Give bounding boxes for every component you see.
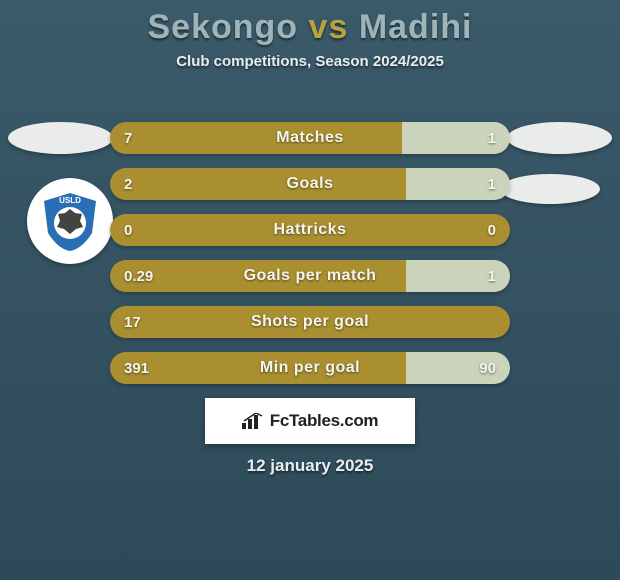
title-vs: vs: [309, 8, 349, 46]
svg-text:USLD: USLD: [59, 196, 81, 205]
subtitle: Club competitions, Season 2024/2025: [0, 53, 620, 70]
stat-row: 00Hattricks: [110, 214, 510, 246]
promo-text: FcTables.com: [270, 411, 379, 431]
stat-bar-left: [110, 122, 402, 154]
title-player-left: Sekongo: [148, 8, 299, 46]
stat-bar-left: [110, 352, 406, 384]
date-label: 12 january 2025: [0, 456, 620, 476]
stat-row: 71Matches: [110, 122, 510, 154]
stat-rows: 71Matches 21Goals 00Hattricks 0.291Goals pe…: [110, 122, 510, 398]
stat-bar-right: [406, 352, 510, 384]
title-player-right: Madihi: [359, 8, 473, 46]
page-title: Sekongo vs Madihi: [0, 8, 620, 47]
chart-icon: [242, 413, 264, 429]
stat-bar-left: [110, 168, 406, 200]
player-left-avatar: [8, 122, 113, 154]
stat-row: 17Shots per goal: [110, 306, 510, 338]
stat-row: 0.291Goals per match: [110, 260, 510, 292]
player-right-avatar-2: [500, 174, 600, 204]
club-badge: USLD: [27, 178, 113, 264]
stat-row: 39190Min per goal: [110, 352, 510, 384]
stat-row: 21Goals: [110, 168, 510, 200]
promo-banner[interactable]: FcTables.com: [205, 398, 415, 444]
player-right-avatar-1: [507, 122, 612, 154]
stat-bar-right: [402, 122, 510, 154]
comparison-card: Sekongo vs Madihi Club competitions, Sea…: [0, 0, 620, 580]
stat-bar-right: [406, 168, 510, 200]
stat-bar-left: [110, 306, 510, 338]
club-badge-graphic: USLD: [38, 189, 102, 253]
stat-bar-left: [110, 260, 406, 292]
stat-bar-right: [406, 260, 510, 292]
stat-bar-left: [110, 214, 510, 246]
shield-icon: USLD: [38, 189, 102, 253]
